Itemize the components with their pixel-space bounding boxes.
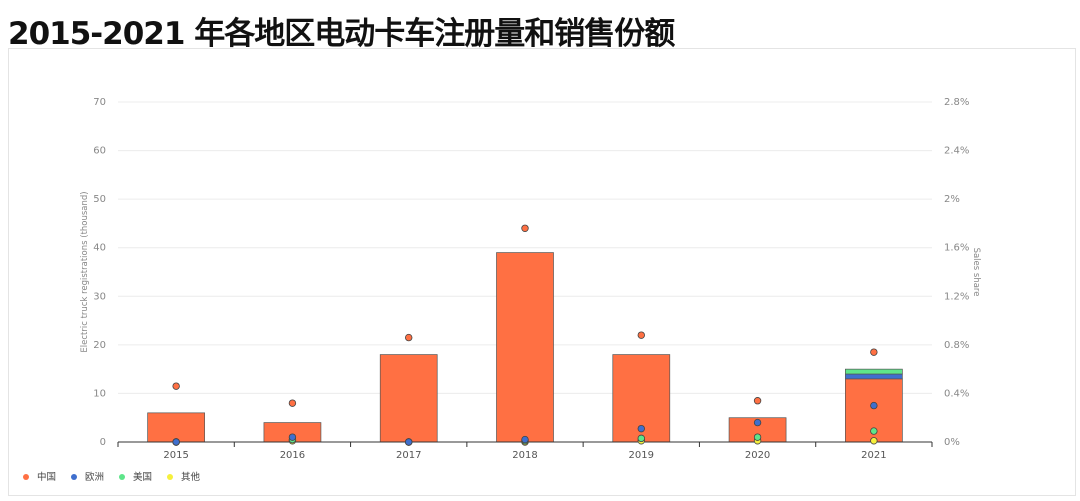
y-tick-label: 60 <box>93 146 106 157</box>
share-point <box>521 435 529 444</box>
y-tick-label: 70 <box>93 97 106 108</box>
y-axis-title: Electric truck registrations (thousand) <box>80 191 90 352</box>
x-tick-label: 2021 <box>861 450 886 461</box>
share-point <box>637 331 645 339</box>
y2-tick-label: 1.2% <box>944 291 969 302</box>
share-point <box>637 424 645 433</box>
y2-axis-title: Sales share <box>971 248 981 297</box>
bar <box>496 252 554 443</box>
share-point <box>172 438 180 446</box>
legend: 中国 欧洲 美国 其他 <box>23 471 201 483</box>
y-tick-label: 30 <box>93 291 106 302</box>
share-point <box>870 401 878 410</box>
y2-tick-label: 0% <box>944 437 960 448</box>
share-point <box>870 427 878 435</box>
y-axis-right: 0% 0.4% 0.8% 1.2% 1.6% 2% 2.4% 2.8% <box>944 97 969 448</box>
y2-tick-label: 2.4% <box>944 146 969 157</box>
share-point <box>405 438 413 446</box>
bar <box>147 412 205 443</box>
legend-label: 中国 <box>37 471 56 483</box>
share-point <box>288 433 297 441</box>
x-tick-label: 2017 <box>396 450 421 461</box>
gridlines <box>118 101 932 394</box>
y-tick-label: 0 <box>100 437 106 448</box>
share-point <box>753 397 762 405</box>
legend-marker <box>23 474 29 480</box>
x-tick-label: 2020 <box>745 450 770 461</box>
y-tick-label: 40 <box>93 243 106 254</box>
legend-marker <box>119 474 125 480</box>
bar <box>845 368 903 375</box>
y2-tick-label: 0.8% <box>944 340 969 351</box>
x-tick-label: 2015 <box>163 450 188 461</box>
share-point <box>753 418 762 427</box>
y2-tick-label: 2.8% <box>944 97 969 108</box>
share-point <box>753 433 762 441</box>
legend-marker <box>71 474 77 480</box>
y-tick-label: 20 <box>93 340 106 351</box>
y-axis-left: 0 10 20 30 40 50 60 70 <box>93 97 106 448</box>
legend-label: 其他 <box>181 471 201 483</box>
page-title: 2015-2021 年各地区电动卡车注册量和销售份额 <box>8 16 675 52</box>
y2-tick-label: 0.4% <box>944 388 969 399</box>
share-point <box>172 382 180 390</box>
bars <box>147 252 903 443</box>
x-tick-label: 2016 <box>280 450 305 461</box>
share-points <box>172 224 878 446</box>
share-point <box>405 333 413 342</box>
share-point <box>870 348 878 356</box>
chart-frame <box>8 48 1076 496</box>
y2-tick-label: 1.6% <box>944 243 969 254</box>
share-point <box>637 434 645 443</box>
x-tick-label: 2019 <box>629 450 654 461</box>
x-tick-label: 2018 <box>512 450 537 461</box>
share-point <box>870 437 878 445</box>
y-tick-label: 50 <box>93 194 106 205</box>
bar <box>845 373 903 380</box>
x-axis: 2015 2016 2017 2018 2019 2020 2021 <box>117 441 933 461</box>
share-point <box>288 399 297 407</box>
legend-marker <box>167 474 173 480</box>
legend-label: 美国 <box>133 471 152 483</box>
share-point <box>521 224 529 232</box>
y2-tick-label: 2% <box>944 194 960 205</box>
bar <box>379 354 438 443</box>
y-tick-label: 10 <box>93 388 106 399</box>
legend-label: 欧洲 <box>85 471 104 483</box>
